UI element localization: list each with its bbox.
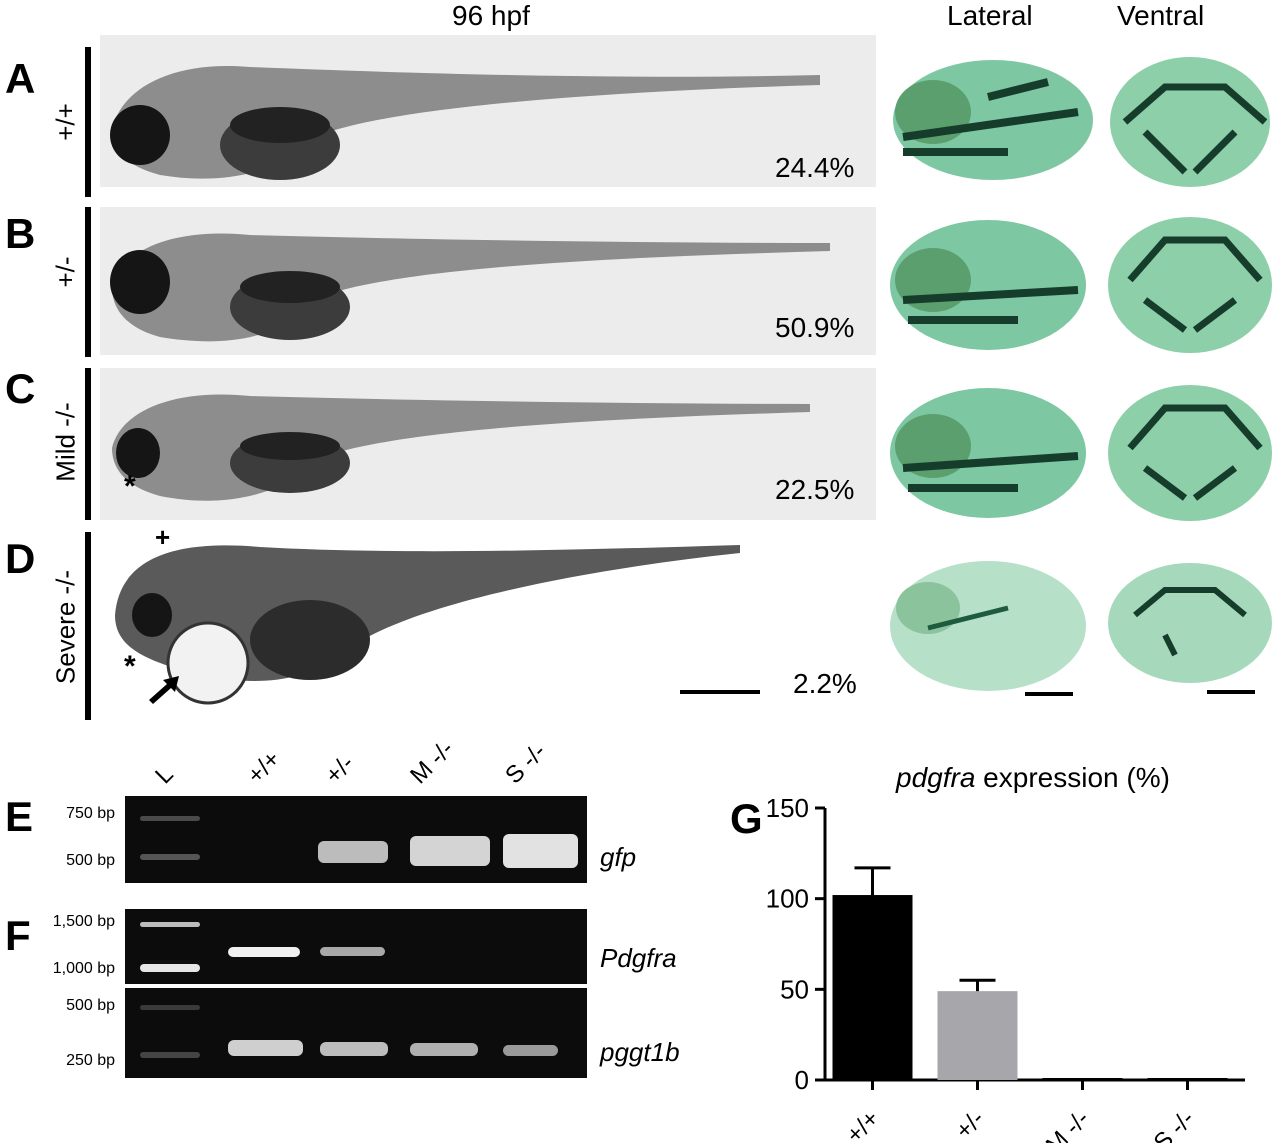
genotype-label-c: Mild -/- — [50, 402, 81, 482]
lateral-stain-d — [888, 548, 1096, 703]
row-divider-d — [85, 532, 91, 720]
bar-0 — [832, 895, 913, 1080]
ventral-stain-b — [1105, 210, 1280, 360]
gel-f — [125, 909, 587, 984]
gfp-band-het — [318, 841, 388, 863]
genotype-label-b: +/- — [50, 256, 81, 288]
scale-bar-lateral — [1025, 692, 1073, 696]
marker-250: 250 bp — [66, 1052, 115, 1069]
fish-image-a — [100, 35, 876, 187]
lane-label-mild: M -/- — [405, 735, 460, 790]
y-tick-label: 150 — [766, 793, 809, 823]
marker-1000: 1,000 bp — [52, 960, 115, 977]
gfp-band-mild — [410, 836, 490, 866]
panel-letter-a: A — [5, 55, 36, 102]
panel-letter-c: C — [5, 365, 36, 412]
x-tick-label: M -/- — [1041, 1105, 1095, 1143]
ventral-stain-d — [1105, 545, 1280, 700]
gfp-band-severe — [503, 834, 578, 868]
lane-label-wt: +/+ — [242, 745, 286, 790]
fish-image-c — [100, 368, 876, 520]
pdgfra-band-het — [320, 947, 385, 956]
marker-500: 500 bp — [66, 852, 115, 869]
arrow-icon — [145, 670, 185, 709]
lane-label-severe: S -/- — [500, 738, 552, 790]
header-ventral: Ventral — [1117, 0, 1205, 31]
y-tick-label: 0 — [795, 1065, 809, 1095]
pggt1b-band-het — [320, 1042, 388, 1056]
gene-pggt1b: pggt1b — [600, 1037, 680, 1067]
marker-1500: 1,500 bp — [52, 913, 115, 930]
lateral-stain-c — [888, 378, 1096, 528]
chart-title-gene: pdgfra — [896, 762, 976, 793]
asterisk-mark-c: * — [124, 470, 136, 503]
ladder-band — [140, 1005, 200, 1010]
panel-letter-b: B — [5, 210, 36, 257]
gel-e — [125, 796, 587, 883]
row-divider-b — [85, 207, 91, 357]
y-tick-label: 100 — [766, 884, 809, 914]
y-tick-label: 50 — [780, 974, 809, 1004]
gene-pdgfra: Pdgfra — [600, 943, 677, 973]
marker-500-b: 500 bp — [66, 997, 115, 1014]
x-tick-label: S -/- — [1149, 1105, 1200, 1143]
percent-b: 50.9% — [775, 312, 855, 343]
gene-gfp: gfp — [600, 842, 637, 872]
pdgfra-band-wt — [228, 947, 300, 957]
x-tick-label: +/- — [950, 1105, 989, 1143]
chart-title: pdgfra expression (%) — [896, 762, 1170, 794]
bar-1 — [937, 991, 1018, 1080]
row-divider-c — [85, 368, 91, 520]
ladder-band — [140, 816, 200, 821]
fish-image-d — [100, 535, 760, 715]
lateral-stain-a — [888, 42, 1096, 190]
header-96hpf: 96 hpf — [452, 0, 530, 31]
header-lateral: Lateral — [947, 0, 1033, 31]
chart-title-rest: expression (%) — [975, 762, 1170, 793]
ladder-band — [140, 854, 200, 860]
ventral-stain-a — [1105, 42, 1280, 190]
ventral-stain-c — [1105, 378, 1280, 528]
fish-image-b — [100, 207, 876, 355]
scale-bar-fish — [680, 690, 760, 694]
asterisk-mark-d: * — [124, 650, 136, 683]
row-divider-a — [85, 47, 91, 197]
lane-label-l: L — [150, 760, 179, 790]
marker-750: 750 bp — [66, 805, 115, 822]
ladder-band — [140, 922, 200, 927]
genotype-label-a: +/+ — [50, 103, 81, 141]
ladder-band — [140, 1052, 200, 1058]
percent-c: 22.5% — [775, 474, 855, 505]
panel-letter-g: G — [730, 795, 763, 842]
panel-letter-e: E — [5, 793, 34, 840]
plus-mark-d: + — [155, 522, 171, 552]
pggt1b-band-severe — [503, 1045, 558, 1056]
pggt1b-band-wt — [228, 1040, 303, 1056]
scale-bar-ventral — [1207, 690, 1255, 694]
genotype-label-d: Severe -/- — [50, 569, 81, 685]
panel-letter-f: F — [5, 912, 31, 959]
percent-d: 2.2% — [793, 668, 857, 699]
expression-bar-chart: 0 50 100 150 +/+ +/- M -/- S -/- — [766, 793, 1245, 1143]
gel-f2 — [125, 988, 587, 1078]
x-tick-label: +/+ — [841, 1105, 885, 1143]
percent-a: 24.4% — [775, 152, 855, 183]
pggt1b-band-mild — [410, 1043, 478, 1056]
lateral-stain-b — [888, 210, 1096, 360]
lane-label-het: +/- — [320, 749, 360, 790]
panel-letter-d: D — [5, 535, 36, 582]
ladder-band — [140, 964, 200, 972]
